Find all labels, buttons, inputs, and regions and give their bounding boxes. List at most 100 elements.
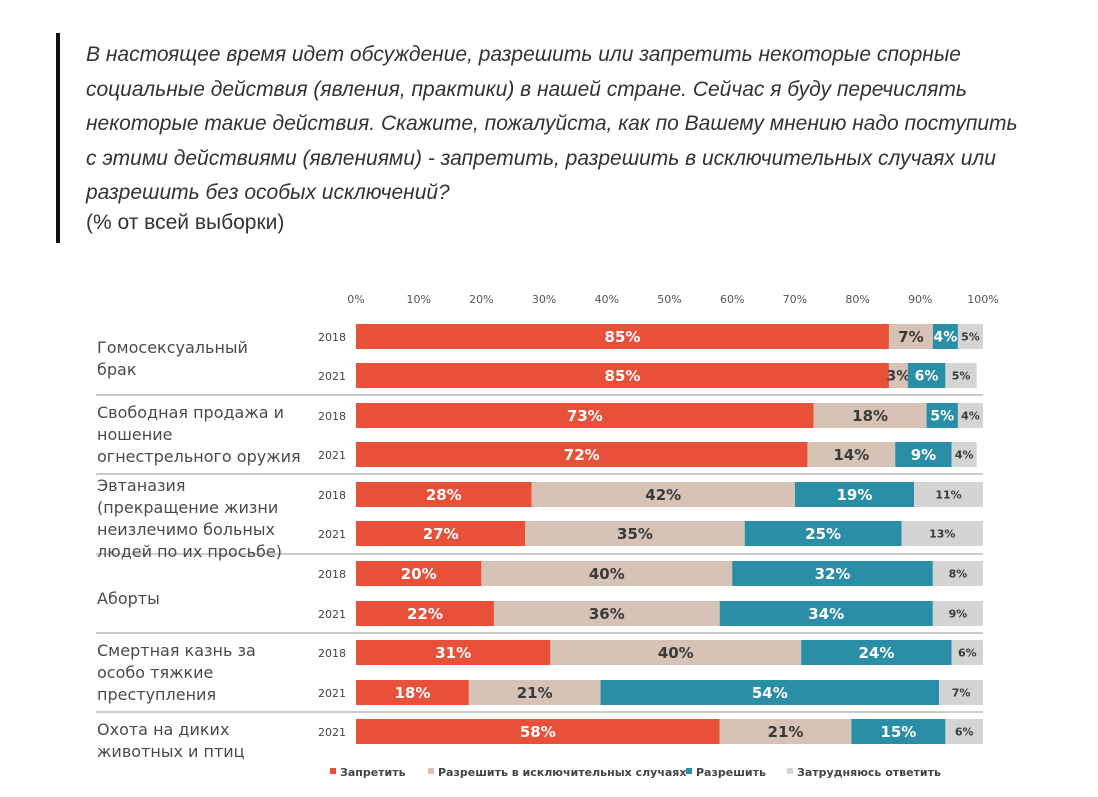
category-label: особо тяжкие xyxy=(97,663,213,682)
bar-segment-prohibit xyxy=(356,640,551,665)
data-label: 5% xyxy=(930,409,954,425)
bar-segment-exceptional xyxy=(888,363,908,388)
bar-segment-undecided xyxy=(945,363,977,388)
bar-segment-prohibit xyxy=(356,363,889,388)
data-label: 24% xyxy=(858,644,894,662)
bar-segment-undecided xyxy=(932,601,983,626)
bar-segment-prohibit xyxy=(356,680,469,705)
bar-segment-allow xyxy=(932,324,958,349)
x-tick-label: 100% xyxy=(967,293,998,306)
legend-label: Разрешить xyxy=(696,766,766,779)
bar-segment-prohibit xyxy=(356,719,720,744)
category-label: брак xyxy=(97,360,137,379)
data-label: 34% xyxy=(808,605,844,623)
bar-segment-prohibit xyxy=(356,601,494,626)
bar-segment-undecided xyxy=(939,680,983,705)
bar-segment-prohibit xyxy=(356,442,808,467)
data-label: 21% xyxy=(517,684,553,702)
bar-segment-exceptional xyxy=(888,324,933,349)
year-label: 2018 xyxy=(318,489,346,502)
data-label: 7% xyxy=(898,328,923,346)
data-label: 18% xyxy=(852,407,888,425)
bar-segment-undecided xyxy=(951,442,977,467)
data-label: 27% xyxy=(423,525,459,543)
data-label: 3% xyxy=(886,369,910,385)
bar-segment-exceptional xyxy=(531,482,795,507)
bar-segment-undecided xyxy=(957,324,983,349)
bar-segment-prohibit xyxy=(356,521,526,546)
data-label: 20% xyxy=(401,565,437,583)
bar-segment-prohibit xyxy=(356,482,532,507)
x-tick-label: 20% xyxy=(469,293,493,306)
data-label: 15% xyxy=(880,723,916,741)
x-tick-label: 50% xyxy=(657,293,681,306)
category-label: ношение xyxy=(97,425,172,444)
category-label: Гомосексуальный xyxy=(97,338,248,357)
year-label: 2018 xyxy=(318,568,346,581)
data-label: 25% xyxy=(805,525,841,543)
legend-swatch xyxy=(330,768,336,774)
bar-segment-allow xyxy=(851,719,946,744)
data-label: 5% xyxy=(952,369,971,382)
bar-segment-exceptional xyxy=(525,521,745,546)
bar-segment-exceptional xyxy=(550,640,802,665)
legend-swatch xyxy=(686,768,692,774)
category-label: Смертная казнь за xyxy=(97,641,256,660)
bar-segment-undecided xyxy=(932,561,983,586)
sample-note: (% от всей выборки) xyxy=(86,211,285,234)
bar-segment-prohibit xyxy=(356,324,889,349)
bar-segment-allow xyxy=(926,403,958,428)
category-label: неизлечимо больных xyxy=(97,520,275,539)
bar-segment-prohibit xyxy=(356,403,814,428)
bar-segment-allow xyxy=(732,561,933,586)
bar-segment-exceptional xyxy=(493,601,720,626)
x-tick-label: 60% xyxy=(720,293,744,306)
question-text: В настоящее время идет обсуждение, разре… xyxy=(86,43,1018,204)
x-tick-label: 70% xyxy=(783,293,807,306)
data-label: 32% xyxy=(815,565,851,583)
category-label: преступления xyxy=(97,685,216,704)
x-tick-label: 10% xyxy=(406,293,430,306)
year-label: 2021 xyxy=(318,449,346,462)
category-label: Охота на диких xyxy=(97,720,229,739)
category-label: Аборты xyxy=(97,589,160,608)
data-label: 14% xyxy=(833,446,869,464)
data-label: 85% xyxy=(605,367,641,385)
bar-segment-allow xyxy=(600,680,940,705)
data-label: 11% xyxy=(935,488,961,501)
data-label: 85% xyxy=(605,328,641,346)
x-tick-label: 0% xyxy=(347,293,364,306)
data-label: 28% xyxy=(426,486,462,504)
bar-segment-allow xyxy=(794,482,915,507)
legend-swatch xyxy=(787,768,793,774)
data-label: 6% xyxy=(915,369,939,385)
bar-segment-allow xyxy=(744,521,902,546)
category-label: Эвтаназия xyxy=(97,476,186,495)
data-label: 40% xyxy=(589,565,625,583)
category-label: животных и птиц xyxy=(97,742,245,761)
bar-segment-exceptional xyxy=(719,719,852,744)
data-label: 6% xyxy=(958,646,977,659)
bar-segment-undecided xyxy=(957,403,983,428)
data-label: 40% xyxy=(658,644,694,662)
category-label: огнестрельного оружия xyxy=(97,447,301,466)
data-label: 21% xyxy=(768,723,804,741)
bar-segment-allow xyxy=(907,363,946,388)
bar-segment-allow xyxy=(895,442,952,467)
legend-label: Разрешить в исключительных случаях xyxy=(438,766,686,779)
data-label: 9% xyxy=(949,607,968,620)
data-label: 36% xyxy=(589,605,625,623)
bar-segment-exceptional xyxy=(807,442,896,467)
legend-swatch xyxy=(428,768,434,774)
data-label: 4% xyxy=(961,409,980,422)
category-label: Свободная продажа и xyxy=(97,403,284,422)
data-label: 72% xyxy=(564,446,600,464)
data-label: 22% xyxy=(407,605,443,623)
bar-segment-undecided xyxy=(914,482,983,507)
bar-segment-exceptional xyxy=(481,561,733,586)
bar-segment-undecided xyxy=(901,521,983,546)
category-label: (прекращение жизни xyxy=(97,498,278,517)
year-label: 2018 xyxy=(318,647,346,660)
data-label: 19% xyxy=(837,486,873,504)
